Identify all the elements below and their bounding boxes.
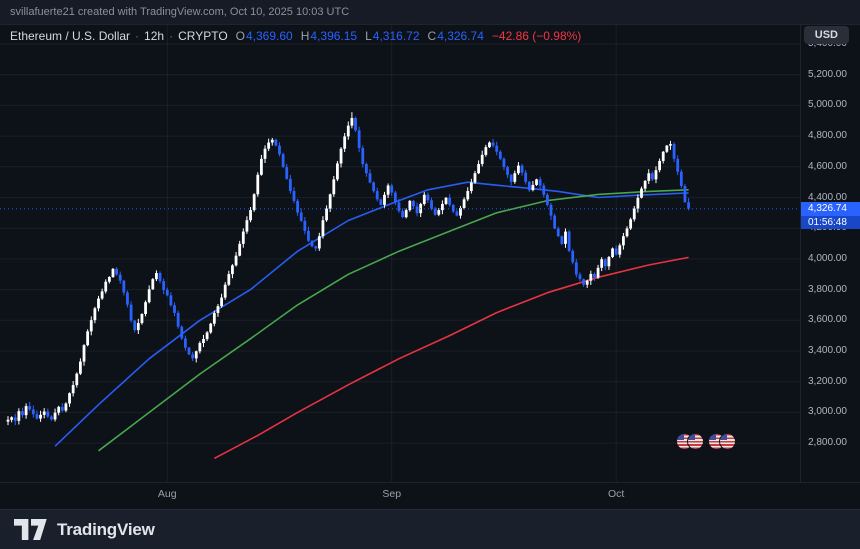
attribution-text: svillafuerte21 created with TradingView.… — [10, 6, 350, 18]
legend-separator: · — [169, 29, 174, 43]
moving-average-lines — [54, 181, 689, 460]
economic-event-flags-1[interactable] — [676, 433, 704, 450]
ma-fast-line — [54, 181, 689, 447]
time-axis[interactable]: Aug Sep Oct — [0, 482, 860, 510]
ma-mid-line — [98, 189, 689, 452]
flag-canton — [720, 434, 727, 440]
price-axis-label: 5,000.00 — [808, 99, 847, 111]
grid-layer — [0, 25, 800, 482]
tradingview-logo-icon[interactable] — [14, 519, 48, 540]
price-axis-label: 4,600.00 — [808, 160, 847, 172]
candle-bodies — [6, 117, 690, 422]
price-axis-label: 3,600.00 — [808, 314, 847, 326]
symbol-name[interactable]: Ethereum / U.S. Dollar — [10, 29, 131, 43]
legend-separator: · — [135, 29, 140, 43]
currency-toggle-button[interactable]: USD — [803, 26, 849, 44]
price-axis-label: 3,800.00 — [808, 283, 847, 295]
exchange-label: CRYPTO — [178, 29, 228, 43]
flag-canton — [709, 434, 716, 440]
price-axis-label: 3,000.00 — [808, 406, 847, 418]
price-axis-label: 4,800.00 — [808, 130, 847, 142]
us-flag-icon — [687, 433, 704, 450]
us-flag-icon — [719, 433, 736, 450]
last-price-label: 4,326.74 — [801, 201, 860, 216]
price-axis-label: 5,200.00 — [808, 68, 847, 80]
close-value: 4,326.74 — [437, 29, 484, 43]
ma-slow-line — [213, 256, 689, 460]
time-axis-label: Sep — [382, 488, 402, 500]
price-axis-label: 4,000.00 — [808, 252, 847, 264]
time-axis-label: Aug — [157, 488, 177, 500]
change-value: −42.86 (−0.98%) — [491, 29, 582, 43]
footer-bar: TradingView — [0, 509, 860, 549]
tradingview-brand-text[interactable]: TradingView — [57, 519, 155, 539]
close-key: C — [427, 29, 437, 43]
attribution-bar: svillafuerte21 created with TradingView.… — [0, 0, 860, 25]
candlestick-chart[interactable] — [0, 25, 800, 485]
low-value: 4,316.72 — [372, 29, 420, 43]
high-value: 4,396.15 — [310, 29, 358, 43]
open-key: O — [235, 29, 245, 43]
price-axis-label: 2,800.00 — [808, 437, 847, 449]
symbol-legend[interactable]: Ethereum / U.S. Dollar · 12h · CRYPTO O4,369.… — [10, 29, 581, 43]
price-axis[interactable]: 4,326.74 01:56:48 5,400.005,200.005,000.… — [800, 25, 860, 482]
flag-canton — [688, 434, 695, 440]
price-axis-label: 3,400.00 — [808, 345, 847, 356]
high-key: H — [300, 29, 310, 43]
economic-event-flags-2[interactable] — [708, 433, 736, 450]
low-key: L — [365, 29, 372, 43]
price-axis-label: 4,400.00 — [808, 191, 847, 203]
candle-wicks — [7, 112, 690, 426]
bar-countdown-label: 01:56:48 — [801, 215, 860, 229]
open-value: 4,369.60 — [246, 29, 293, 43]
time-axis-label: Oct — [607, 488, 625, 500]
price-axis-label: 3,200.00 — [808, 375, 847, 387]
flag-canton — [677, 434, 684, 440]
interval-label[interactable]: 12h — [144, 29, 165, 43]
